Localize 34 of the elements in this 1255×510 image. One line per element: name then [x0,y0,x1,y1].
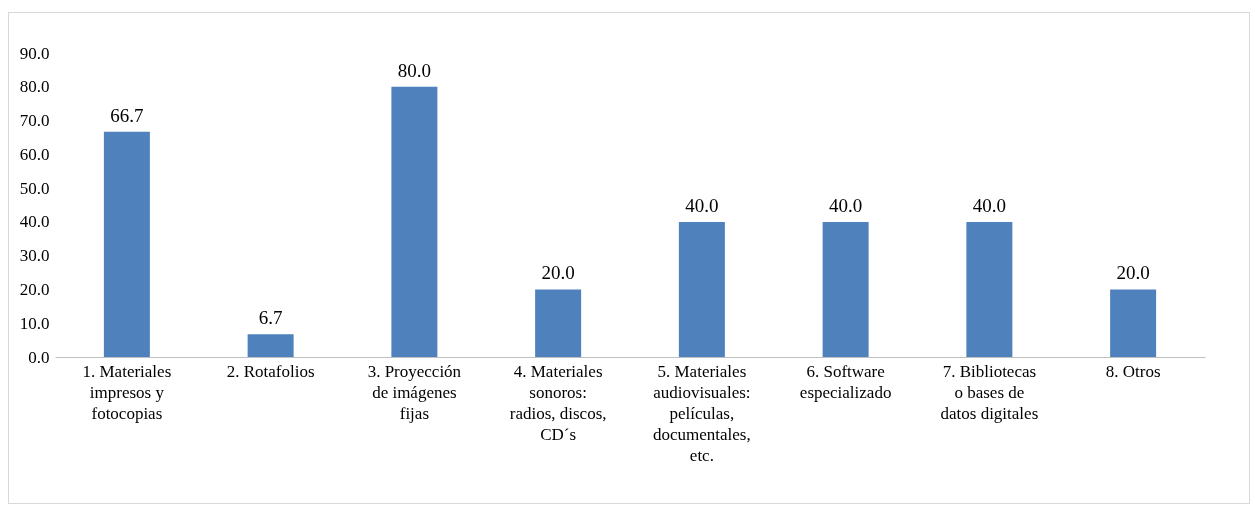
bar [103,131,150,357]
bar [1110,289,1157,357]
data-label: 40.0 [685,194,719,216]
y-tick-label: 60.0 [19,144,50,164]
x-tick-label: 2. Rotafolios [226,361,315,381]
bar [822,221,869,357]
y-tick-label: 10.0 [19,313,50,333]
data-label: 20.0 [541,262,575,284]
y-tick-label: 20.0 [19,279,50,299]
data-label: 40.0 [972,194,1006,216]
bar [678,221,725,357]
y-tick-label: 40.0 [19,212,50,232]
y-tick-label: 90.0 [19,43,50,63]
x-tick-label: 5. Materiales audiovisuales: películas, documentales, etc. [653,361,751,465]
data-label: 6.7 [258,307,283,329]
y-tick-label: 50.0 [19,178,50,198]
y-tick-label: 80.0 [19,77,50,97]
bar [966,221,1013,357]
data-label: 40.0 [829,194,863,216]
bar [391,86,438,357]
x-tick-label: 3. Proyección de imágenes fijas [367,361,462,423]
y-tick-label: 30.0 [19,246,50,266]
x-tick-label: 6. Software especializado [799,361,892,402]
bar [535,289,582,357]
data-label: 66.7 [110,104,144,126]
y-tick-label: 0.0 [28,347,50,367]
y-tick-label: 70.0 [19,111,50,131]
x-tick-label: 7. Bibliotecas o bases de datos digitales [940,361,1039,423]
x-tick-label: 1. Materiales impresos y fotocopias [82,361,172,423]
data-label: 20.0 [1116,262,1150,284]
x-tick-label: 4. Materiales sonoros: radios, discos, CD´s [509,361,607,444]
data-label: 80.0 [397,59,431,81]
x-tick-label: 8. Otros [1105,361,1161,381]
bar [247,334,294,357]
